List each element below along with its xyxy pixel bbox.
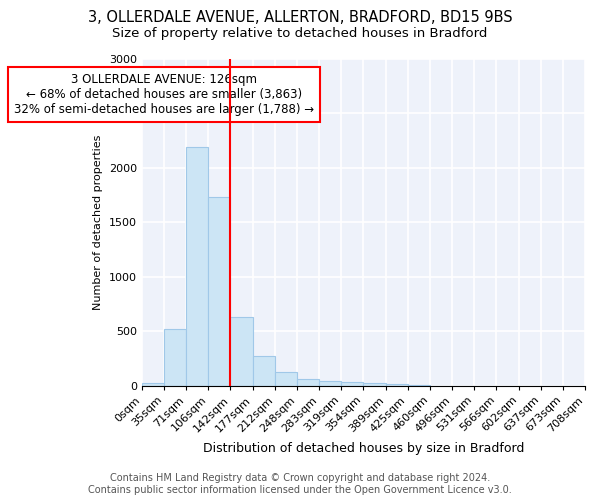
Text: Size of property relative to detached houses in Bradford: Size of property relative to detached ho… <box>112 28 488 40</box>
Bar <box>364 384 386 386</box>
Bar <box>186 147 208 386</box>
Bar <box>230 316 253 386</box>
X-axis label: Distribution of detached houses by size in Bradford: Distribution of detached houses by size … <box>203 442 524 455</box>
Bar <box>275 372 297 386</box>
Y-axis label: Number of detached properties: Number of detached properties <box>93 134 103 310</box>
Bar <box>319 382 341 386</box>
Bar <box>408 385 430 386</box>
Bar <box>253 356 275 386</box>
Bar <box>297 378 319 386</box>
Bar <box>386 384 408 386</box>
Bar <box>142 384 164 386</box>
Text: 3 OLLERDALE AVENUE: 126sqm
← 68% of detached houses are smaller (3,863)
32% of s: 3 OLLERDALE AVENUE: 126sqm ← 68% of deta… <box>14 73 314 116</box>
Text: Contains HM Land Registry data © Crown copyright and database right 2024.
Contai: Contains HM Land Registry data © Crown c… <box>88 474 512 495</box>
Bar <box>164 329 186 386</box>
Bar <box>341 382 364 386</box>
Bar <box>208 198 230 386</box>
Text: 3, OLLERDALE AVENUE, ALLERTON, BRADFORD, BD15 9BS: 3, OLLERDALE AVENUE, ALLERTON, BRADFORD,… <box>88 10 512 25</box>
